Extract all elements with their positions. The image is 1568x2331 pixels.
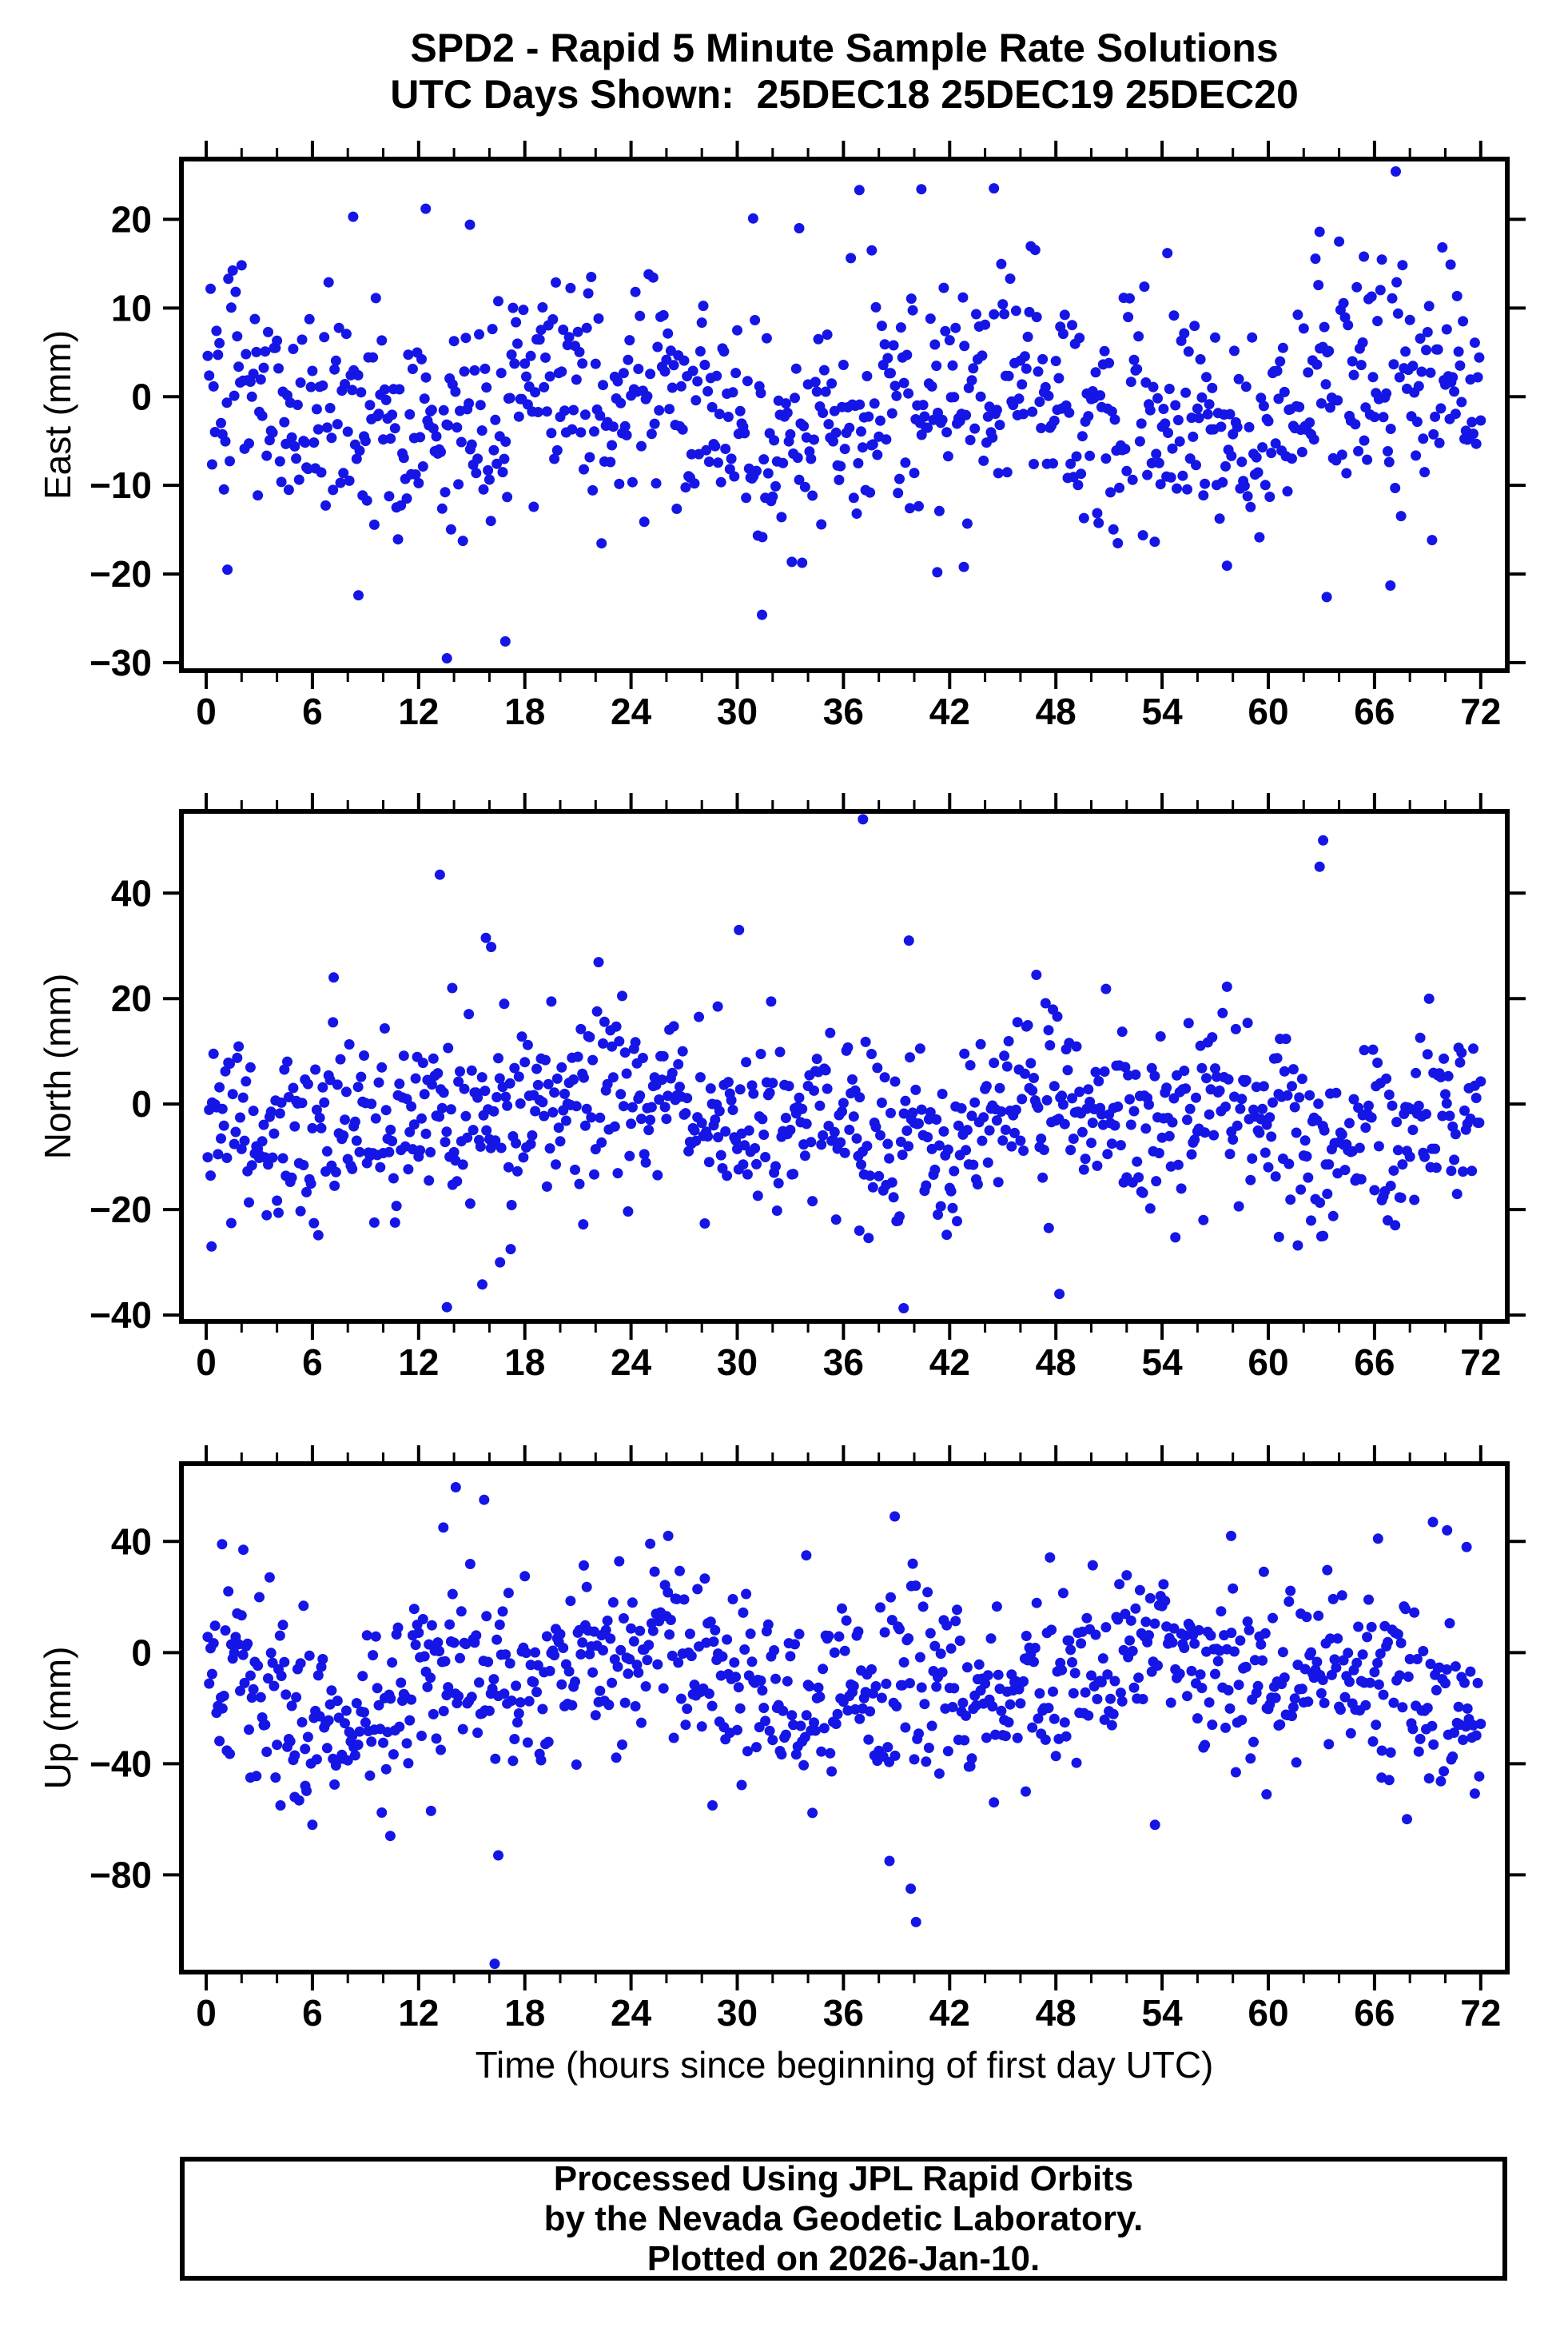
up-y-tick-label: −80 [90, 1854, 152, 1895]
north-y-tick-label: 40 [111, 872, 152, 914]
north-x-tick-label: 30 [717, 1341, 758, 1383]
up-x-tick-label: 12 [398, 1992, 439, 2034]
north-y-tick-label: −40 [90, 1294, 152, 1336]
up-points [202, 1482, 1486, 1970]
north-x-tick-label: 12 [398, 1341, 439, 1383]
north-frame [179, 809, 1510, 1324]
up-axis-label: Up (mm) [37, 1646, 78, 1790]
east-frame [179, 157, 1510, 673]
up-x-tick-label: 18 [504, 1992, 545, 2034]
up-frame [179, 1461, 1510, 1974]
east-x-tick-label: 48 [1036, 691, 1077, 732]
east-x-tick-label: 72 [1460, 691, 1501, 732]
east-x-tick-label: 18 [504, 691, 545, 732]
footer-line-2: by the Nevada Geodetic Laboratory. [543, 2198, 1144, 2238]
up-x-tick-label: 0 [196, 1992, 217, 2034]
up-y-ticks [163, 1540, 1526, 1877]
north-x-ticks [205, 793, 1482, 1340]
up-x-tick-label: 24 [611, 1992, 652, 2034]
up-y-tick-label: −40 [90, 1743, 152, 1784]
up-x-tick-label: 72 [1460, 1992, 1501, 2034]
panel-up: 0 6 12 18 24 30 36 42 48 54 60 66 72 −80 −40 0 40 [90, 1445, 1526, 2034]
east-y-tick-label: −10 [90, 464, 152, 506]
north-x-tick-label: 0 [196, 1341, 217, 1383]
footer-line-3: Plotted on 2026-Jan-10. [647, 2238, 1041, 2278]
north-x-tick-label: 6 [302, 1341, 323, 1383]
east-x-tick-label: 60 [1248, 691, 1288, 732]
east-x-tick-label: 12 [398, 691, 439, 732]
north-x-tick-label: 42 [929, 1341, 970, 1383]
east-y-tick-label: 10 [111, 287, 152, 329]
footer-line-1: Processed Using JPL Rapid Orbits [553, 2158, 1134, 2198]
north-x-tick-label: 60 [1248, 1341, 1288, 1383]
north-points [202, 814, 1486, 1313]
east-y-tick-label: 0 [131, 376, 152, 417]
up-x-tick-label: 48 [1036, 1992, 1077, 2034]
north-y-tick-label: 0 [131, 1083, 152, 1125]
north-x-tick-label: 36 [823, 1341, 864, 1383]
up-x-tick-label: 36 [823, 1992, 864, 2034]
north-x-tick-label: 18 [504, 1341, 545, 1383]
north-x-tick-label: 54 [1141, 1341, 1183, 1383]
up-y-tick-label: 0 [131, 1632, 152, 1673]
north-x-tick-label: 48 [1036, 1341, 1077, 1383]
east-y-ticks [163, 217, 1526, 665]
east-x-tick-label: 6 [302, 691, 323, 732]
east-y-tick-label: −20 [90, 553, 152, 595]
time-axis-label: Time (hours since beginning of first day… [475, 2044, 1214, 2086]
east-x-tick-label: 0 [196, 691, 217, 732]
north-y-ticks [163, 891, 1526, 1317]
east-x-ticks [205, 141, 1482, 689]
east-axis-label: East (mm) [37, 329, 78, 500]
north-y-tick-label: −20 [90, 1189, 152, 1230]
up-x-ticks [205, 1445, 1482, 1990]
up-x-tick-label: 30 [717, 1992, 758, 2034]
east-y-tick-label: 20 [111, 198, 152, 240]
up-x-tick-label: 60 [1248, 1992, 1288, 2034]
east-x-tick-label: 36 [823, 691, 864, 732]
figure-title-line1: SPD2 - Rapid 5 Minute Sample Rate Soluti… [410, 26, 1279, 70]
up-x-tick-label: 66 [1354, 1992, 1395, 2034]
east-x-tick-label: 30 [717, 691, 758, 732]
east-x-tick-label: 24 [611, 691, 652, 732]
panel-east: 0 6 12 18 24 30 36 42 48 54 60 66 72 −30 −20 −10 0 10 20 [90, 141, 1526, 732]
north-y-tick-label: 20 [111, 978, 152, 1019]
figure-title-line2: UTC Days Shown: 25DEC18 25DEC19 25DEC20 [390, 72, 1299, 117]
footer-box: Processed Using JPL Rapid Orbits by the … [180, 2157, 1507, 2281]
north-x-tick-label: 24 [611, 1341, 652, 1383]
up-x-tick-label: 54 [1141, 1992, 1183, 2034]
north-x-tick-label: 66 [1354, 1341, 1395, 1383]
east-y-tick-label: −30 [90, 642, 152, 683]
east-x-tick-label: 54 [1141, 691, 1183, 732]
north-x-tick-label: 72 [1460, 1341, 1501, 1383]
east-points [202, 166, 1486, 663]
panel-north: 0 6 12 18 24 30 36 42 48 54 60 66 72 −40 −20 0 20 40 [90, 793, 1526, 1383]
up-x-tick-label: 42 [929, 1992, 970, 2034]
east-x-tick-label: 42 [929, 691, 970, 732]
up-x-tick-label: 6 [302, 1992, 323, 2034]
east-x-tick-label: 66 [1354, 691, 1395, 732]
north-axis-label: North (mm) [37, 973, 78, 1160]
up-y-tick-label: 40 [111, 1520, 152, 1562]
